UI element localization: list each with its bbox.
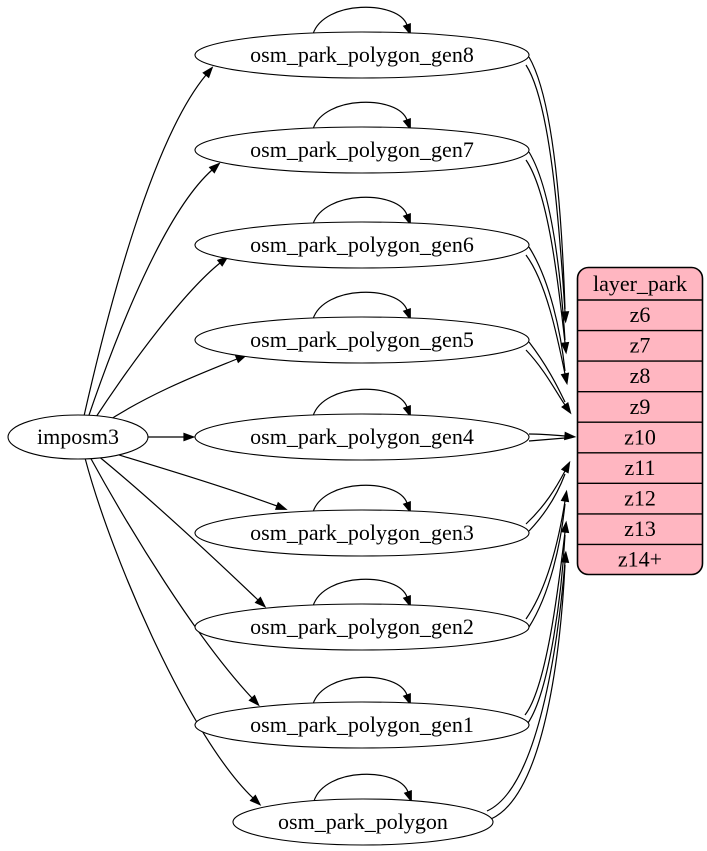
- zoom-row-z10: z10: [624, 425, 656, 450]
- self-loop-polygon: [313, 773, 412, 803]
- edge-gen2-to-z12-b: [528, 503, 566, 628]
- edge-gen2-to-z12-a: [525, 489, 570, 620]
- self-loop-gen7: [312, 101, 411, 131]
- table-to-layer-edges: [486, 56, 577, 820]
- node-osm-park-polygon-gen2: osm_park_polygon_gen2: [194, 603, 530, 651]
- node-osm-park-polygon-gen5: osm_park_polygon_gen5: [194, 316, 530, 364]
- self-loop-gen3: [312, 484, 411, 514]
- zoom-row-z14plus: z14+: [618, 547, 662, 572]
- node-layer-park: layer_park z6 z7 z8 z9 z10 z11 z12 z13 z…: [576, 266, 704, 576]
- gen7-ellipse: [194, 126, 530, 174]
- node-osm-park-polygon-gen4: osm_park_polygon_gen4: [194, 413, 530, 461]
- node-osm-park-polygon-gen3: osm_park_polygon_gen3: [194, 509, 530, 557]
- zoom-row-z9: z9: [630, 394, 651, 419]
- node-osm-park-polygon-gen8: osm_park_polygon_gen8: [194, 31, 530, 79]
- imposm3-ellipse: [7, 414, 149, 460]
- gen4-ellipse: [194, 413, 530, 461]
- edge-gen7-to-z7-b: [528, 151, 566, 341]
- self-loop-edges: [312, 6, 412, 803]
- polygon-ellipse: [232, 798, 494, 846]
- gen2-label: osm_park_polygon_gen2: [250, 614, 474, 639]
- edge-imposm3-to-gen7: [87, 162, 221, 419]
- edge-gen8-to-z6-a: [525, 64, 570, 324]
- gen8-ellipse: [194, 31, 530, 79]
- zoom-row-z12: z12: [624, 486, 656, 511]
- imposm3-label: imposm3: [37, 424, 119, 449]
- gen8-label: osm_park_polygon_gen8: [250, 42, 474, 67]
- zoom-row-z11: z11: [625, 455, 656, 480]
- gen5-label: osm_park_polygon_gen5: [250, 327, 474, 352]
- zoom-row-z7: z7: [630, 333, 651, 358]
- edge-gen6-to-z8-a: [525, 254, 570, 386]
- zoom-row-z8: z8: [630, 363, 651, 388]
- edge-gen6-to-z8-b: [528, 246, 566, 372]
- self-loop-gen4: [312, 388, 411, 418]
- edge-gen1-to-z13-b: [527, 534, 566, 724]
- edge-gen5-to-z9-b: [528, 341, 566, 403]
- gen7-label: osm_park_polygon_gen7: [250, 137, 474, 162]
- edge-gen4-to-z10-b: [528, 437, 566, 442]
- layer-park-title: layer_park: [593, 271, 687, 296]
- layer-park-box: [576, 266, 704, 576]
- gen2-ellipse: [194, 603, 530, 651]
- gen1-label: osm_park_polygon_gen1: [250, 712, 474, 737]
- gen3-ellipse: [194, 509, 530, 557]
- edge-polygon-to-z14-a: [486, 550, 570, 812]
- edge-gen4-to-z10-a: [528, 431, 577, 441]
- edge-imposm3-to-gen5: [102, 354, 248, 425]
- edge-gen8-to-z6-b: [528, 56, 566, 310]
- node-osm-park-polygon: osm_park_polygon: [232, 798, 494, 846]
- edge-imposm3-to-gen2: [96, 454, 267, 608]
- edge-imposm3-to-gen8: [83, 66, 214, 417]
- node-osm-park-polygon-gen6: osm_park_polygon_gen6: [194, 221, 530, 269]
- gen3-label: osm_park_polygon_gen3: [250, 520, 474, 545]
- edge-polygon-to-z14-b: [490, 564, 566, 820]
- edge-imposm3-to-gen1: [89, 456, 260, 707]
- edge-gen7-to-z7-a: [525, 159, 570, 355]
- self-loop-gen8: [312, 6, 411, 36]
- edge-gen3-to-z11-b: [528, 473, 566, 532]
- gen1-ellipse: [194, 701, 530, 749]
- edge-imposm3-to-gen6: [93, 255, 229, 421]
- gen6-label: osm_park_polygon_gen6: [250, 232, 474, 257]
- gen6-ellipse: [194, 221, 530, 269]
- node-osm-park-polygon-gen7: osm_park_polygon_gen7: [194, 126, 530, 174]
- zoom-row-z6: z6: [630, 302, 651, 327]
- self-loop-gen2: [312, 578, 411, 608]
- gen4-label: osm_park_polygon_gen4: [250, 424, 474, 449]
- node-osm-park-polygon-gen1: osm_park_polygon_gen1: [194, 701, 530, 749]
- edges-from-imposm3: [83, 66, 288, 806]
- self-loop-gen6: [312, 196, 411, 226]
- self-loop-gen5: [312, 291, 411, 321]
- self-loop-gen1: [312, 676, 411, 706]
- edge-gen5-to-z9-a: [525, 349, 572, 415]
- gen5-ellipse: [194, 316, 530, 364]
- zoom-row-z13: z13: [624, 516, 656, 541]
- edge-gen3-to-z11-a: [525, 460, 571, 525]
- polygon-label: osm_park_polygon: [278, 809, 448, 834]
- edge-imposm3-to-polygon: [84, 457, 262, 806]
- node-imposm3: imposm3: [7, 414, 149, 460]
- edge-imposm3-to-gen3: [105, 450, 288, 510]
